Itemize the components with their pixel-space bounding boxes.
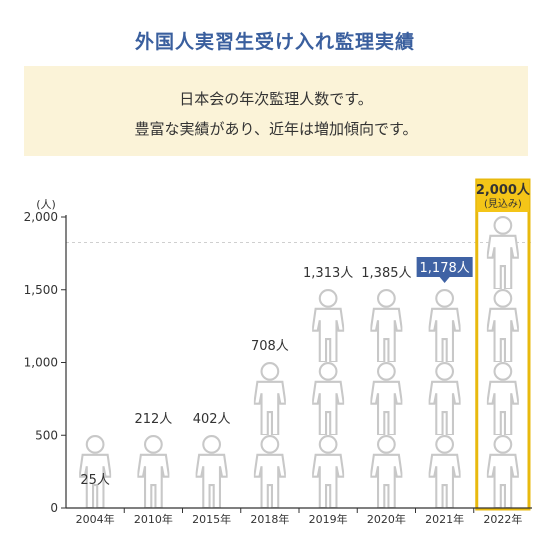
y-tick-label: 0 xyxy=(50,501,58,515)
y-tick-label: 1,000 xyxy=(24,356,58,370)
person-outline-icon xyxy=(195,435,228,508)
x-tick-label: 2020年 xyxy=(367,512,406,526)
value-label: 1,178人 xyxy=(420,261,470,276)
x-tick-label: 2015年 xyxy=(192,512,231,526)
x-tick-label: 2010年 xyxy=(134,512,173,526)
y-tick-label: 500 xyxy=(35,428,58,442)
bar-7 xyxy=(475,178,531,511)
person-outline-icon xyxy=(312,435,345,508)
y-tick-label: 1,500 xyxy=(24,283,58,297)
value-label: 212人 xyxy=(134,412,172,427)
person-outline-icon xyxy=(137,435,170,508)
value-label: 708人 xyxy=(251,339,289,354)
x-tick-label: 2022年 xyxy=(483,512,522,526)
value-label: 402人 xyxy=(193,412,231,427)
bar-5 xyxy=(370,289,403,508)
person-outline-icon xyxy=(486,216,519,289)
value-callout-pointer xyxy=(439,277,450,283)
bar-1 xyxy=(137,435,170,508)
intro-line-1: 日本会の年次監理人数です。 xyxy=(179,90,373,108)
x-tick-label: 2004年 xyxy=(76,512,115,526)
person-outline-icon xyxy=(486,289,519,362)
value-callout xyxy=(416,257,473,277)
value-label: 25人 xyxy=(80,473,110,488)
bar-6 xyxy=(428,289,461,508)
forecast-sub-label: (見込み) xyxy=(484,198,522,210)
bar-2 xyxy=(195,435,228,508)
bar-4 xyxy=(312,289,345,508)
person-outline-icon xyxy=(428,362,461,435)
bar-3 xyxy=(253,362,286,508)
person-outline-icon xyxy=(486,362,519,435)
value-label: 2,000人 xyxy=(476,182,531,198)
x-tick-label: 2021年 xyxy=(425,512,464,526)
intro-line-2: 豊富な実績があり、近年は増加傾向です。 xyxy=(134,120,418,138)
person-outline-icon xyxy=(428,435,461,508)
person-outline-icon xyxy=(312,362,345,435)
person-outline-icon xyxy=(253,435,286,508)
person-outline-icon xyxy=(370,362,403,435)
y-axis-unit: (人) xyxy=(36,198,56,211)
person-outline-icon xyxy=(370,289,403,362)
intro-box: 日本会の年次監理人数です。 豊富な実績があり、近年は増加傾向です。 xyxy=(24,66,528,156)
x-tick-label: 2019年 xyxy=(309,512,348,526)
person-outline-icon xyxy=(370,435,403,508)
value-label: 1,385人 xyxy=(361,266,411,281)
person-outline-icon xyxy=(486,435,519,508)
y-tick-label: 2,000 xyxy=(24,210,58,224)
person-outline-icon xyxy=(428,289,461,362)
value-label: 1,313人 xyxy=(303,266,353,281)
forecast-label-band xyxy=(476,180,529,212)
page-title: 外国人実習生受け入れ監理実績 xyxy=(134,31,415,53)
x-tick-label: 2018年 xyxy=(250,512,289,526)
person-outline-icon xyxy=(312,289,345,362)
person-outline-icon xyxy=(253,362,286,435)
